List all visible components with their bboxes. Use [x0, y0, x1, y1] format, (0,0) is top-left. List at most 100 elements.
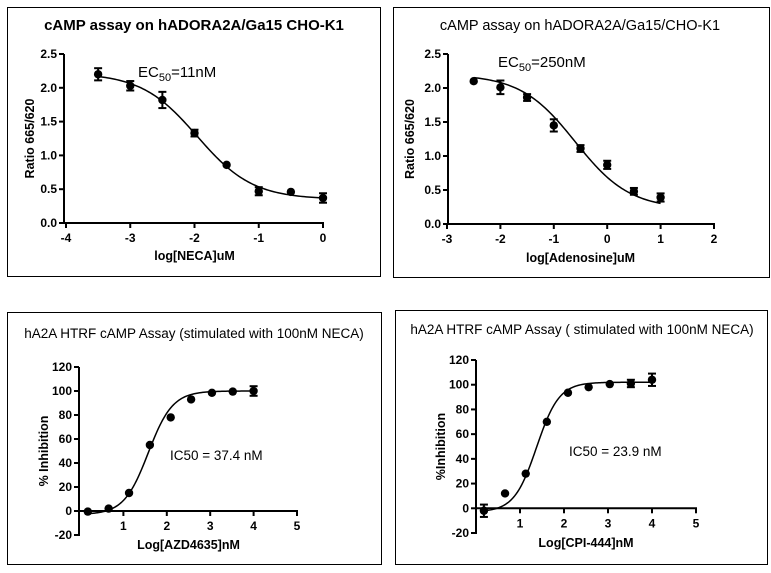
- chart-c2: cAMP assay on hADORA2A/Ga15/CHO-K1 0.0 0.5…: [403, 18, 720, 265]
- y-tick-label: 120: [449, 353, 469, 367]
- y-tick-label: 60: [59, 432, 73, 446]
- x-tick-label: 4: [250, 519, 257, 533]
- chart-panel-cpi444: [395, 310, 768, 565]
- y-tick-label: 40: [59, 456, 73, 470]
- data-point: [249, 386, 258, 396]
- x-tick-label: 0: [604, 232, 611, 246]
- data-point: [104, 504, 113, 513]
- x-tick-label: 4: [649, 516, 656, 530]
- y-tick-label: 0: [65, 504, 72, 518]
- data-point: [522, 93, 532, 102]
- chart-c4: hA2A HTRF cAMP Assay ( stimulated with 1…: [410, 322, 753, 550]
- x-tick-label: 5: [294, 519, 301, 533]
- chart-panel-neca: [7, 7, 381, 277]
- data-point: [479, 506, 489, 515]
- data-point: [228, 387, 237, 396]
- fit-curve: [473, 76, 661, 205]
- y-tick-label: 0: [462, 501, 469, 515]
- x-tick-label: 0: [320, 231, 327, 245]
- data-point: [186, 395, 196, 404]
- data-point: [83, 507, 93, 516]
- y-tick-label: 2.0: [40, 81, 57, 95]
- data-point: [496, 83, 505, 92]
- x-tick-label: 1: [120, 519, 127, 533]
- potency-annotation: EC50=11nM: [138, 64, 216, 84]
- x-tick-label: 2: [163, 519, 170, 533]
- y-axis-label: % Inhibition: [37, 416, 51, 487]
- chart-title: cAMP assay on hADORA2A/Ga15/CHO-K1: [440, 18, 720, 34]
- fit-curve: [98, 75, 324, 199]
- y-tick-label: 0.0: [424, 217, 441, 231]
- data-point: [656, 193, 665, 202]
- data-point: [93, 70, 103, 79]
- data-point: [254, 187, 263, 196]
- y-tick-label: -20: [452, 526, 470, 540]
- x-tick-label: -2: [189, 231, 200, 245]
- data-point: [207, 388, 217, 397]
- y-tick-label: 40: [456, 452, 470, 466]
- data-point: [126, 81, 135, 90]
- y-tick-label: 60: [456, 427, 470, 441]
- potency-annotation: IC50 = 37.4 nM: [170, 448, 263, 463]
- x-tick-label: -3: [442, 232, 453, 246]
- data-point: [584, 382, 593, 392]
- data-point: [603, 160, 612, 170]
- y-tick-label: 100: [449, 378, 469, 392]
- y-tick-label: -20: [55, 528, 73, 542]
- data-point: [222, 160, 231, 170]
- x-tick-label: 2: [711, 232, 718, 246]
- chart-c1: cAMP assay on hADORA2A/Ga15 CHO-K1 0.0 0.5…: [23, 17, 344, 263]
- data-point: [124, 488, 134, 498]
- data-point: [626, 379, 636, 388]
- chart-c3: hA2A HTRF cAMP Assay (stimulated with 10…: [24, 326, 364, 552]
- x-tick-label: -1: [548, 232, 559, 246]
- chart-panel-azd4635: [7, 312, 382, 565]
- x-tick-label: 3: [207, 519, 214, 533]
- x-axis-label: log[NECA]uM: [154, 249, 235, 263]
- x-tick-label: -4: [61, 231, 72, 245]
- chart-title: hA2A HTRF cAMP Assay ( stimulated with 1…: [410, 322, 753, 337]
- x-tick-label: 1: [517, 516, 524, 530]
- y-axis-label: Ratio 665/620: [23, 99, 37, 179]
- y-axis-label: Ratio 665/620: [403, 99, 417, 179]
- potency-annotation: EC50=250nM: [498, 54, 586, 74]
- y-tick-label: 1.0: [424, 149, 441, 163]
- x-tick-label: 1: [657, 232, 664, 246]
- data-point: [145, 440, 155, 450]
- data-point: [318, 193, 328, 203]
- y-axis-label: %Inhibition: [434, 413, 448, 480]
- y-tick-label: 100: [52, 384, 72, 398]
- y-tick-label: 1.0: [40, 148, 57, 162]
- y-tick-label: 20: [456, 477, 470, 491]
- data-point: [605, 379, 614, 389]
- y-tick-label: 120: [52, 360, 72, 374]
- x-axis-label: Log[CPI-444]nM: [538, 536, 633, 550]
- x-axis-label: Log[AZD4635]nM: [137, 538, 240, 552]
- chart-title: cAMP assay on hADORA2A/Ga15 CHO-K1: [44, 17, 344, 34]
- chart-panel-adenosine: [393, 7, 770, 278]
- x-axis-label: log[Adenosine]uM: [526, 251, 635, 265]
- y-tick-label: 0.5: [424, 183, 441, 197]
- chart-title: hA2A HTRF cAMP Assay (stimulated with 10…: [24, 326, 364, 341]
- y-tick-label: 0.5: [40, 182, 57, 196]
- data-point: [469, 77, 478, 86]
- data-point: [286, 187, 296, 197]
- y-tick-label: 1.5: [424, 115, 441, 129]
- potency-annotation: IC50 = 23.9 nM: [569, 444, 662, 459]
- x-tick-label: -3: [125, 231, 136, 245]
- fit-curve: [87, 390, 254, 515]
- y-tick-label: 2.0: [424, 81, 441, 95]
- y-tick-label: 1.5: [40, 115, 57, 129]
- data-point: [158, 95, 167, 105]
- data-point: [166, 413, 175, 422]
- data-point: [563, 388, 573, 397]
- data-point: [500, 489, 510, 498]
- y-tick-label: 2.5: [40, 47, 57, 61]
- data-point: [542, 417, 552, 426]
- data-point: [521, 469, 530, 478]
- data-point: [190, 128, 199, 138]
- x-tick-label: -1: [253, 231, 264, 245]
- y-tick-label: 2.5: [424, 47, 441, 61]
- x-tick-label: 5: [693, 516, 700, 530]
- x-tick-label: 3: [605, 516, 612, 530]
